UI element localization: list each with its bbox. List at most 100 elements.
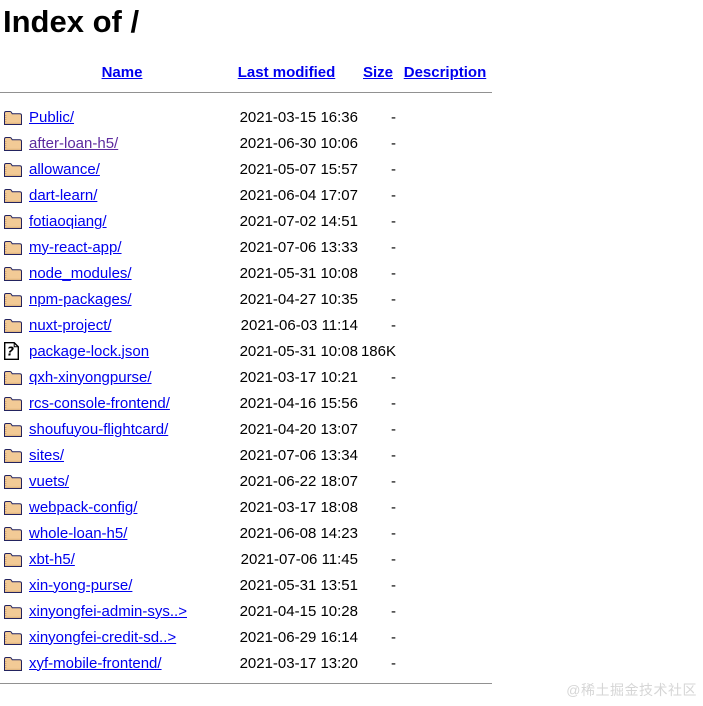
table-row: ? after-loan-h5/ 2021-06-30 10:06 - xyxy=(0,130,492,156)
description-value xyxy=(398,598,492,624)
folder-icon xyxy=(3,603,23,620)
file-link[interactable]: rcs-console-frontend/ xyxy=(29,394,170,412)
file-link[interactable]: webpack-config/ xyxy=(29,498,138,516)
folder-icon xyxy=(3,187,23,204)
description-value xyxy=(398,624,492,650)
file-link[interactable]: allowance/ xyxy=(29,160,100,178)
table-row: ? vuets/ 2021-06-22 18:07 - xyxy=(0,468,492,494)
last-modified-value: 2021-03-17 10:21 xyxy=(239,368,358,386)
file-link[interactable]: dart-learn/ xyxy=(29,186,98,204)
folder-icon xyxy=(3,447,23,464)
file-link[interactable]: xyf-mobile-frontend/ xyxy=(29,654,162,672)
size-value: - xyxy=(391,160,396,178)
folder-icon xyxy=(3,369,23,386)
last-modified-value: 2021-04-20 13:07 xyxy=(239,420,358,438)
file-link[interactable]: whole-loan-h5/ xyxy=(29,524,128,542)
description-value xyxy=(398,208,492,234)
table-row: ? package-lock.json 2021-05-31 10:08 186… xyxy=(0,338,492,364)
file-link[interactable]: xinyongfei-credit-sd..> xyxy=(29,628,177,646)
folder-icon xyxy=(3,395,23,412)
table-row: ? my-react-app/ 2021-07-06 13:33 - xyxy=(0,234,492,260)
description-value xyxy=(398,260,492,286)
table-row: ? dart-learn/ 2021-06-04 17:07 - xyxy=(0,182,492,208)
file-link[interactable]: npm-packages/ xyxy=(29,290,132,308)
table-row: ? rcs-console-frontend/ 2021-04-16 15:56… xyxy=(0,390,492,416)
size-value: - xyxy=(391,394,396,412)
file-link[interactable]: after-loan-h5/ xyxy=(29,134,119,152)
description-value xyxy=(398,650,492,676)
header-row: Name Last modified Size Description xyxy=(0,64,492,85)
folder-icon xyxy=(3,551,23,568)
folder-icon xyxy=(3,317,23,334)
directory-listing-table: Name Last modified Size Description xyxy=(0,64,492,691)
size-value: - xyxy=(391,238,396,256)
size-value: - xyxy=(391,550,396,568)
last-modified-value: 2021-06-04 17:07 xyxy=(239,186,358,204)
description-value xyxy=(398,182,492,208)
description-value xyxy=(398,468,492,494)
folder-icon xyxy=(3,265,23,282)
header-divider-row xyxy=(0,85,492,104)
description-value xyxy=(398,546,492,572)
size-value: - xyxy=(391,420,396,438)
description-value xyxy=(398,520,492,546)
svg-text:?: ? xyxy=(7,345,14,359)
sort-by-name-link[interactable]: Name xyxy=(101,64,143,81)
file-link[interactable]: nuxt-project/ xyxy=(29,316,112,334)
description-value xyxy=(398,156,492,182)
file-link[interactable]: sites/ xyxy=(29,446,65,464)
sort-by-last-modified-link[interactable]: Last modified xyxy=(237,64,336,81)
description-value xyxy=(398,312,492,338)
folder-icon xyxy=(3,629,23,646)
page-title: Index of / xyxy=(3,4,140,39)
file-link[interactable]: node_modules/ xyxy=(29,264,132,282)
file-link[interactable]: package-lock.json xyxy=(29,342,150,360)
size-value: 186K xyxy=(360,342,396,360)
sort-by-size-link[interactable]: Size xyxy=(362,64,393,81)
last-modified-value: 2021-07-06 13:33 xyxy=(239,238,358,256)
last-modified-value: 2021-06-03 11:14 xyxy=(240,316,358,334)
size-value: - xyxy=(391,628,396,646)
size-value: - xyxy=(391,576,396,594)
size-value: - xyxy=(391,498,396,516)
folder-icon xyxy=(3,109,23,126)
size-value: - xyxy=(391,134,396,152)
size-value: - xyxy=(391,368,396,386)
folder-icon xyxy=(3,135,23,152)
last-modified-value: 2021-05-31 10:08 xyxy=(239,264,358,282)
table-row: ? webpack-config/ 2021-03-17 18:08 - xyxy=(0,494,492,520)
description-value xyxy=(398,338,492,364)
file-rows: ? Public/ 2021-03-15 16:36 - ? xyxy=(0,104,492,676)
table-row: ? shoufuyou-flightcard/ 2021-04-20 13:07… xyxy=(0,416,492,442)
folder-icon xyxy=(3,473,23,490)
table-row: ? xinyongfei-credit-sd..> 2021-06-29 16:… xyxy=(0,624,492,650)
description-value xyxy=(398,494,492,520)
table-row: ? xbt-h5/ 2021-07-06 11:45 - xyxy=(0,546,492,572)
sort-by-description-link[interactable]: Description xyxy=(403,64,487,81)
file-link[interactable]: xin-yong-purse/ xyxy=(29,576,133,594)
folder-icon xyxy=(3,239,23,256)
file-link[interactable]: vuets/ xyxy=(29,472,70,490)
last-modified-value: 2021-07-02 14:51 xyxy=(239,212,358,230)
last-modified-value: 2021-03-15 16:36 xyxy=(239,108,358,126)
description-value xyxy=(398,416,492,442)
watermark-text: @稀土掘金技术社区 xyxy=(566,682,697,698)
file-link[interactable]: fotiaoqiang/ xyxy=(29,212,107,230)
footer-divider-row xyxy=(0,676,492,691)
size-value: - xyxy=(391,108,396,126)
last-modified-value: 2021-07-06 13:34 xyxy=(239,446,358,464)
folder-icon xyxy=(3,213,23,230)
file-link[interactable]: qxh-xinyongpurse/ xyxy=(29,368,152,386)
file-link[interactable]: shoufuyou-flightcard/ xyxy=(29,420,169,438)
description-value xyxy=(398,572,492,598)
file-link[interactable]: Public/ xyxy=(29,108,75,126)
size-value: - xyxy=(391,264,396,282)
table-row: ? nuxt-project/ 2021-06-03 11:14 - xyxy=(0,312,492,338)
size-value: - xyxy=(391,602,396,620)
file-link[interactable]: xinyongfei-admin-sys..> xyxy=(29,602,187,620)
file-link[interactable]: my-react-app/ xyxy=(29,238,122,256)
last-modified-value: 2021-03-17 13:20 xyxy=(239,654,358,672)
last-modified-value: 2021-04-15 10:28 xyxy=(239,602,358,620)
file-link[interactable]: xbt-h5/ xyxy=(29,550,75,568)
